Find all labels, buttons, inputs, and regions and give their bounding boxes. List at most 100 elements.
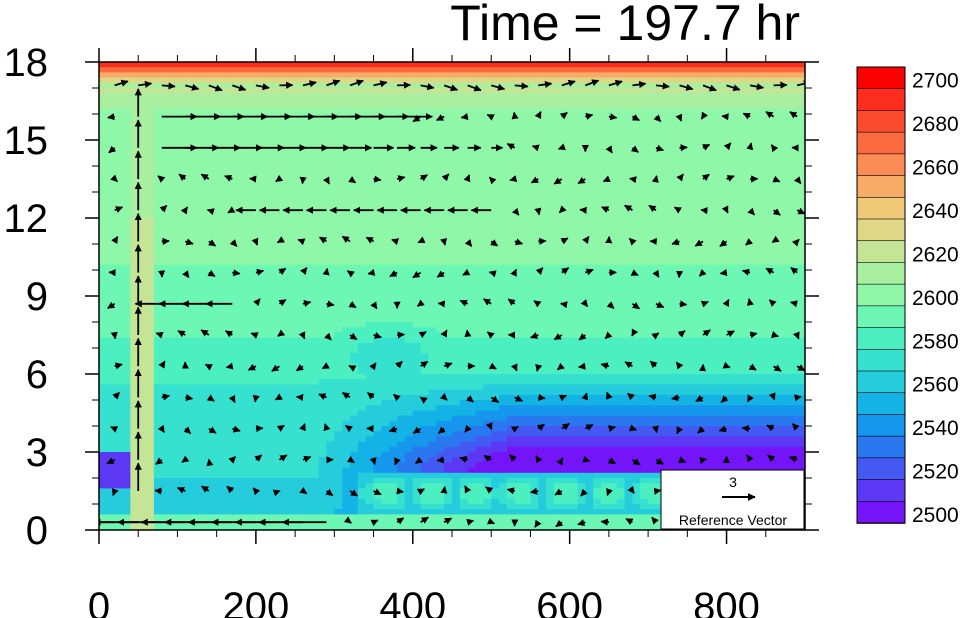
contour-cell: [271, 296, 281, 302]
contour-cell: [428, 254, 437, 261]
contour-cell: [514, 296, 524, 302]
contour-cell: [177, 358, 186, 365]
contour-cell: [373, 394, 382, 401]
contour-cell: [287, 254, 296, 261]
contour-cell: [114, 384, 124, 391]
contour-cell: [397, 368, 406, 375]
contour-cell: [232, 332, 241, 339]
contour-cell: [146, 181, 155, 188]
contour-cell: [459, 322, 469, 328]
contour-cell: [279, 483, 288, 489]
contour-cell: [467, 504, 477, 510]
contour-cell: [122, 244, 131, 250]
contour-cell: [444, 212, 453, 219]
contour-cell: [530, 212, 539, 219]
contour-cell: [365, 212, 375, 219]
contour-cell: [146, 150, 155, 157]
contour-cell: [436, 103, 445, 110]
contour-cell: [506, 462, 516, 469]
contour-cell: [122, 498, 131, 505]
contour-cell: [397, 290, 406, 297]
contour-cell: [373, 514, 382, 521]
contour-cell: [483, 171, 492, 177]
contour-cell: [326, 197, 335, 203]
contour-cell: [287, 389, 296, 396]
contour-cell: [530, 129, 539, 136]
contour-cell: [412, 280, 422, 287]
contour-cell: [185, 509, 194, 515]
contour-cell: [389, 467, 398, 474]
contour-cell: [310, 348, 320, 354]
contour-cell: [365, 228, 375, 235]
contour-cell: [428, 301, 437, 307]
contour-cell: [271, 285, 281, 292]
contour-cell: [263, 384, 273, 391]
contour-cell: [302, 218, 312, 224]
contour-cell: [397, 467, 406, 474]
contour-cell: [404, 488, 414, 495]
contour-cell: [373, 472, 382, 479]
contour-cell: [153, 244, 163, 250]
contour-cell: [483, 228, 492, 235]
contour-cell: [483, 270, 492, 276]
contour-cell: [357, 452, 367, 458]
contour-cell: [302, 363, 312, 370]
contour-cell: [208, 150, 218, 157]
contour-cell: [467, 389, 477, 396]
contour-cell: [216, 498, 226, 505]
contour-cell: [373, 368, 382, 375]
contour-cell: [483, 124, 492, 131]
contour-cell: [200, 446, 210, 453]
contour-cell: [404, 223, 414, 229]
contour-cell: [177, 342, 186, 349]
contour-cell: [491, 202, 500, 209]
contour-cell: [365, 108, 375, 115]
contour-cell: [146, 348, 155, 354]
contour-cell: [310, 93, 320, 99]
contour-cell: [514, 509, 524, 515]
contour-cell: [106, 363, 116, 370]
contour-cell: [381, 275, 390, 281]
contour-cell: [153, 337, 163, 344]
contour-cell: [397, 452, 406, 458]
contour-cell: [161, 441, 171, 448]
contour-cell: [287, 264, 296, 271]
contour-cell: [279, 436, 288, 443]
contour-cell: [302, 62, 312, 68]
contour-cell: [318, 353, 328, 359]
contour-cell: [436, 244, 445, 250]
contour-cell: [444, 389, 453, 396]
contour-cell: [342, 259, 351, 266]
contour-cell: [373, 426, 382, 432]
contour-cell: [428, 212, 437, 219]
contour-cell: [389, 405, 398, 411]
contour-cell: [412, 171, 422, 177]
contour-cell: [161, 140, 171, 146]
contour-cell: [428, 124, 437, 131]
contour-cell: [397, 353, 406, 359]
contour-cell: [302, 311, 312, 318]
contour-cell: [342, 524, 351, 530]
contour-cell: [130, 88, 139, 94]
contour-cell: [436, 524, 445, 530]
contour-cell: [248, 420, 257, 427]
contour-cell: [169, 197, 179, 203]
contour-cell: [397, 436, 406, 443]
contour-cell: [357, 410, 367, 417]
contour-cell: [350, 186, 359, 193]
contour-cell: [106, 322, 116, 328]
contour-cell: [467, 264, 477, 271]
contour-cell: [467, 384, 477, 391]
contour-cell: [169, 400, 179, 406]
contour-cell: [263, 426, 273, 432]
contour-cell: [106, 108, 116, 115]
contour-cell: [287, 374, 296, 380]
contour-cell: [334, 493, 343, 500]
contour-cell: [326, 342, 335, 349]
contour-cell: [420, 446, 430, 453]
contour-cell: [389, 478, 398, 484]
contour-cell: [506, 441, 516, 448]
contour-cell: [287, 223, 296, 229]
contour-cell: [161, 322, 171, 328]
contour-cell: [287, 103, 296, 110]
